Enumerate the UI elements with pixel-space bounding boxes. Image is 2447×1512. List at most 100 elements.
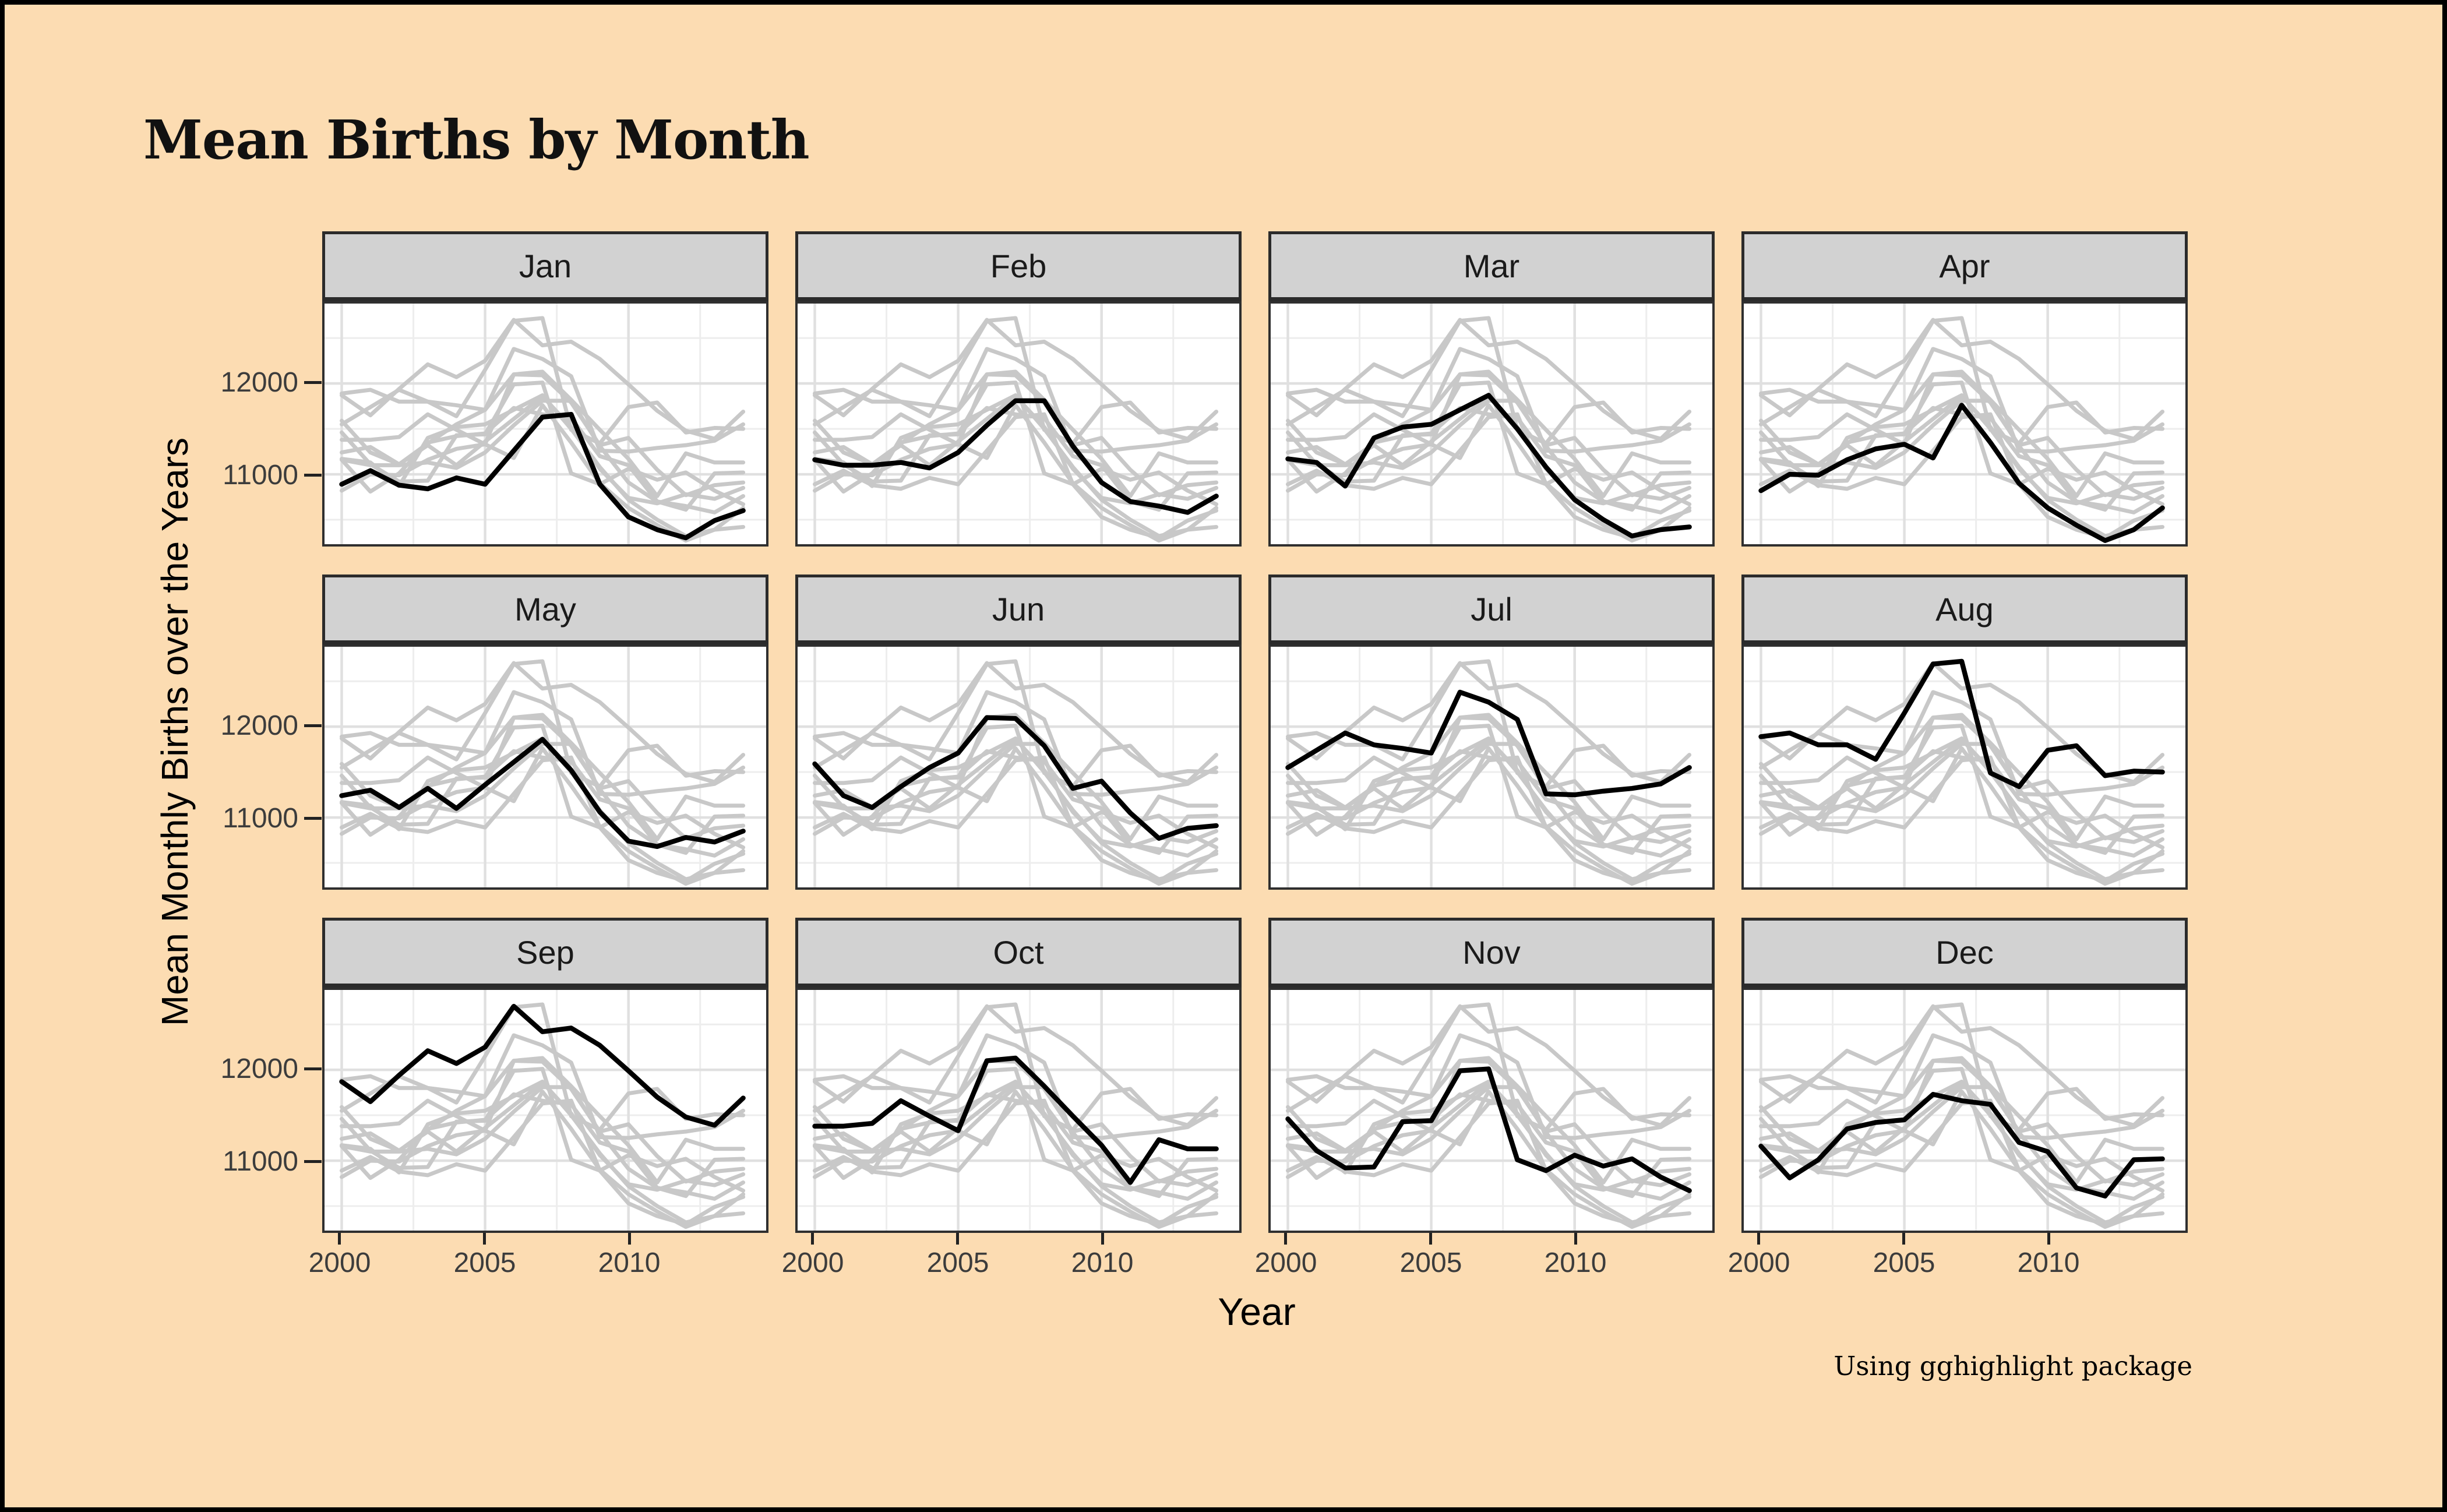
series-line-highlight-dec bbox=[1758, 1092, 2165, 1199]
x-tick-mark bbox=[1757, 1233, 1760, 1245]
facet-panel bbox=[1268, 988, 1715, 1233]
facet-panel bbox=[322, 988, 768, 1233]
facet-sep: Sep bbox=[322, 918, 795, 1261]
series-line-gray-apr bbox=[340, 1090, 746, 1229]
facet-jan: Jan bbox=[322, 231, 795, 575]
series-line-gray-sep bbox=[813, 318, 1219, 441]
y-tick-mark bbox=[304, 1067, 322, 1070]
facet-strip-label: Jun bbox=[992, 590, 1045, 628]
x-axis-title: Year bbox=[1218, 1290, 1296, 1333]
x-tick-mark bbox=[1574, 1233, 1577, 1245]
facet-panel bbox=[322, 644, 768, 890]
x-tick-label: 2010 bbox=[1071, 1247, 1134, 1278]
series-line-gray-oct bbox=[340, 369, 746, 498]
series-line-gray-dec bbox=[340, 406, 746, 512]
series-line-gray-dec bbox=[813, 1092, 1219, 1199]
facet-strip: Oct bbox=[795, 918, 1242, 988]
series-line-gray-oct bbox=[1286, 713, 1692, 841]
series-line-gray-oct bbox=[340, 1056, 746, 1185]
y-tick-label: 11000 bbox=[223, 460, 298, 491]
y-tick-label: 11000 bbox=[223, 1146, 298, 1177]
facet-strip: Dec bbox=[1741, 918, 2188, 988]
facet-strip: Sep bbox=[322, 918, 768, 988]
series-line-highlight-jul bbox=[1285, 689, 1692, 798]
series-line-gray-nov bbox=[1759, 1067, 2165, 1193]
series-line-gray-nov bbox=[1759, 380, 2165, 506]
x-tick-label: 2005 bbox=[926, 1247, 989, 1278]
facet-mar: Mar bbox=[1268, 231, 1741, 575]
facet-plot bbox=[325, 990, 766, 1231]
series-line-gray-dec bbox=[1286, 1092, 1692, 1199]
facet-plot bbox=[798, 990, 1239, 1231]
series-line-gray-jul bbox=[1759, 347, 2165, 454]
series-line-gray-oct bbox=[1759, 369, 2165, 498]
series-line-gray-jun bbox=[1759, 1059, 2165, 1184]
series-line-gray-sep bbox=[1286, 1004, 1692, 1127]
series-line-gray-jul bbox=[1286, 347, 1692, 454]
facet-panel bbox=[1741, 988, 2188, 1233]
series-line-gray-sep bbox=[340, 318, 746, 441]
facet-strip: Mar bbox=[1268, 231, 1715, 301]
facet-oct: Oct bbox=[795, 918, 1268, 1261]
series-line-highlight-nov bbox=[1285, 1066, 1692, 1193]
series-line-highlight-jun bbox=[812, 715, 1219, 841]
facet-strip: May bbox=[322, 575, 768, 644]
facet-strip-label: Jul bbox=[1471, 590, 1512, 628]
series-line-gray-oct bbox=[813, 713, 1219, 841]
series-line-highlight-mar bbox=[1285, 393, 1692, 539]
series-line-gray-apr bbox=[813, 1090, 1219, 1229]
series-line-gray-sep bbox=[813, 1004, 1219, 1127]
series-line-gray-nov bbox=[340, 380, 746, 506]
series-line-gray-jul bbox=[813, 690, 1219, 797]
facet-dec: Dec bbox=[1741, 918, 2215, 1261]
series-line-gray-sep bbox=[1759, 318, 2165, 441]
series-line-gray-jul bbox=[813, 347, 1219, 454]
series-line-gray-jun bbox=[1759, 716, 2165, 841]
series-line-highlight-sep bbox=[339, 1003, 746, 1128]
series-line-gray-sep bbox=[340, 661, 746, 784]
series-line-gray-oct bbox=[1759, 1056, 2165, 1185]
x-tick-label: 2010 bbox=[2017, 1247, 2080, 1278]
facet-plot bbox=[1271, 304, 1712, 544]
x-tick-label: 2005 bbox=[453, 1247, 516, 1278]
facet-nov: Nov bbox=[1268, 918, 1741, 1261]
facet-panel bbox=[795, 644, 1242, 890]
y-tick-label: 11000 bbox=[223, 803, 298, 834]
series-line-gray-apr bbox=[1286, 746, 1692, 886]
series-line-gray-dec bbox=[1286, 749, 1692, 855]
series-line-gray-dec bbox=[1286, 406, 1692, 512]
series-line-gray-oct bbox=[1286, 369, 1692, 498]
facet-strip-label: Mar bbox=[1463, 247, 1520, 284]
series-line-gray-jul bbox=[813, 1033, 1219, 1140]
series-line-gray-apr bbox=[813, 746, 1219, 886]
x-tick-label: 2000 bbox=[308, 1247, 371, 1278]
series-line-gray-apr bbox=[340, 746, 746, 886]
x-tick-mark bbox=[1284, 1233, 1287, 1245]
facet-panel bbox=[795, 988, 1242, 1233]
facet-grid: Jan Feb Mar Apr May Jun Jul bbox=[322, 231, 2215, 1261]
series-line-gray-jun bbox=[1286, 1059, 1692, 1184]
facet-strip-label: Feb bbox=[990, 247, 1047, 284]
series-line-highlight-feb bbox=[812, 398, 1219, 515]
facet-strip: Jun bbox=[795, 575, 1242, 644]
series-line-gray-jun bbox=[1286, 372, 1692, 498]
series-line-gray-jun bbox=[1759, 372, 2165, 498]
series-line-gray-dec bbox=[1759, 406, 2165, 512]
series-line-gray-sep bbox=[1286, 661, 1692, 784]
facet-strip-label: Dec bbox=[1935, 933, 1994, 971]
facet-strip-label: Apr bbox=[1939, 247, 1990, 284]
series-line-gray-nov bbox=[340, 724, 746, 850]
y-tick-label: 12000 bbox=[220, 1053, 298, 1084]
y-tick-mark bbox=[304, 474, 322, 477]
x-tick-label: 2005 bbox=[1873, 1247, 1935, 1278]
series-line-highlight-jan bbox=[339, 411, 746, 541]
x-tick-mark bbox=[1101, 1233, 1104, 1245]
series-line-gray-jul bbox=[1286, 1033, 1692, 1140]
x-tick-mark bbox=[338, 1233, 341, 1245]
facet-panel bbox=[1268, 644, 1715, 890]
series-line-gray-jul bbox=[1759, 690, 2165, 797]
facet-aug: Aug bbox=[1741, 575, 2215, 918]
series-line-gray-sep bbox=[1759, 1004, 2165, 1127]
series-line-gray-apr bbox=[1286, 1090, 1692, 1229]
